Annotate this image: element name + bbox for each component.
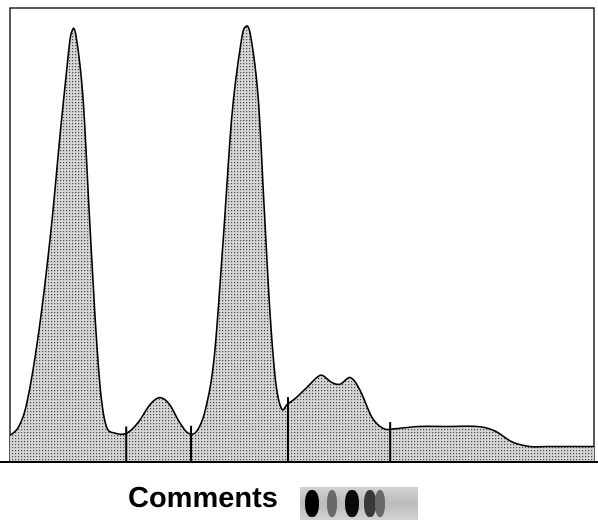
gel-band-4 [363, 490, 376, 517]
gel-band-1 [304, 490, 319, 517]
plot-frame [9, 7, 595, 463]
densitometry-area [10, 25, 594, 463]
gel-band-5 [375, 490, 386, 517]
densitometry-curve [9, 25, 594, 448]
gel-band-3 [345, 490, 359, 517]
electrophoresis-strip [300, 487, 418, 520]
gel-band-2 [326, 490, 337, 517]
comments-label: Comments [128, 482, 278, 514]
